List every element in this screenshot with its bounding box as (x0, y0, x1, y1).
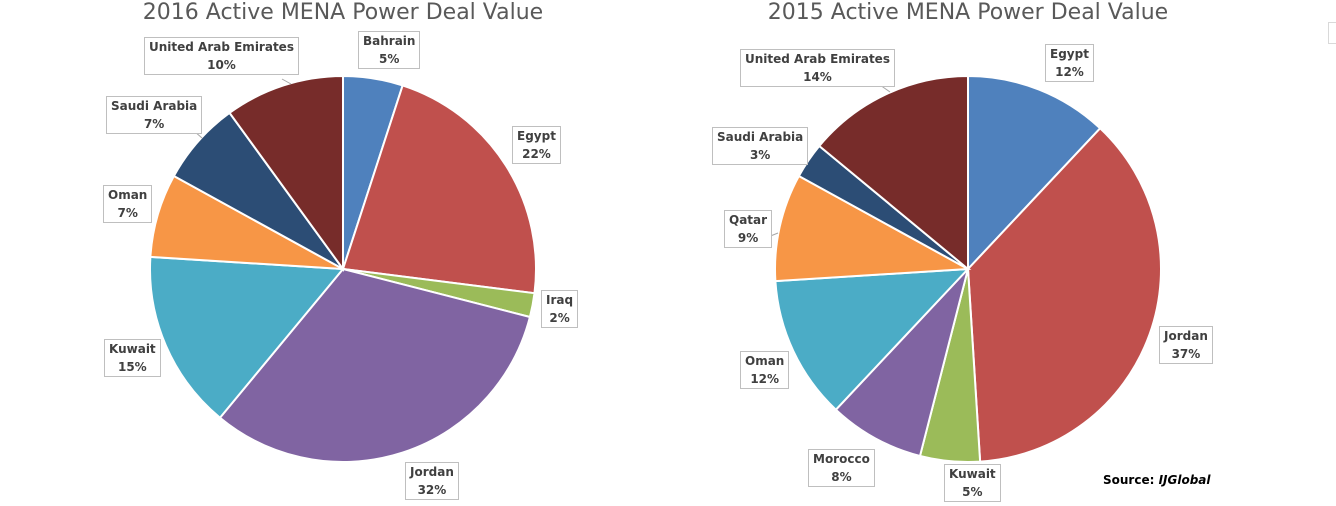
chart-title-2015: 2015 Active MENA Power Deal Value (767, 0, 1169, 25)
data-label-category: Oman (108, 188, 148, 202)
data-label-category: Egypt (517, 129, 556, 143)
data-label-percent: 2% (549, 311, 570, 325)
pie-slice-2015-morocco (834, 268, 969, 458)
data-label-percent: 32% (417, 483, 447, 497)
data-label-category: Kuwait (949, 467, 996, 481)
data-label-percent: 5% (379, 52, 400, 66)
leader-line-2016-united-arab-emirates (281, 78, 292, 85)
pie-slice-2016-united-arab-emirates (228, 74, 344, 273)
data-label-percent: 12% (750, 372, 780, 386)
data-label-2016-kuwait: Kuwait 15% (104, 339, 161, 377)
data-label-percent: 9% (737, 231, 759, 245)
data-label-percent: 7% (143, 117, 165, 131)
data-label-2015-morocco: Morocco 8% (808, 449, 875, 487)
data-label-percent: 7% (117, 206, 138, 220)
data-label-category: Saudi Arabia (717, 130, 804, 144)
data-label-category: Egypt (1050, 47, 1089, 61)
pie-slice-2015-oman (774, 267, 971, 412)
pie-slice-2015-qatar (774, 174, 972, 283)
data-label-percent: 5% (962, 485, 983, 499)
pie-slice-2016-egypt (341, 84, 537, 295)
data-label-2015-jordan: Jordan 37% (1159, 326, 1213, 364)
data-label-2016-saudi-arabia: Saudi Arabia 7% (106, 96, 203, 134)
data-label-2016-iraq: Iraq 2% (541, 290, 579, 328)
data-label-2015-egypt: Egypt 12% (1045, 44, 1094, 82)
data-label-2016-bahrain: Bahrain 5% (358, 31, 421, 69)
data-label-category: United Arab Emirates (745, 52, 890, 66)
source-note: Source: IJGlobal (1103, 473, 1211, 487)
pie-slice-2016-jordan (218, 267, 532, 463)
data-label-2015-oman: Oman 12% (740, 351, 790, 389)
data-label-2015-kuwait: Kuwait 5% (944, 464, 1001, 502)
data-label-percent: 10% (207, 58, 236, 72)
data-label-percent: 22% (522, 147, 551, 161)
pie-slice-2015-united-arab-emirates (817, 74, 969, 272)
data-label-2016-oman: Oman 7% (103, 185, 153, 223)
data-label-category: Kuwait (109, 342, 156, 356)
data-label-percent: 37% (1171, 347, 1201, 361)
data-label-2015-saudi-arabia: Saudi Arabia 3% (712, 127, 809, 165)
data-label-category: Jordan (410, 465, 454, 479)
data-label-category: Morocco (813, 452, 870, 466)
data-label-2015-united-arab-emirates: United Arab Emirates 14% (740, 49, 895, 87)
pie-slice-2015-jordan (966, 126, 1162, 463)
data-label-category: Saudi Arabia (111, 99, 198, 113)
data-label-category: Oman (745, 354, 785, 368)
data-label-category: Jordan (1164, 329, 1208, 343)
panel-edge-handle[interactable] (1328, 22, 1336, 44)
data-label-2016-united-arab-emirates: United Arab Emirates 10% (144, 37, 299, 75)
data-label-category: Iraq (546, 293, 574, 307)
data-label-2015-qatar: Qatar 9% (724, 210, 773, 248)
data-label-2016-jordan: Jordan 32% (405, 462, 459, 500)
data-label-percent: 15% (117, 360, 147, 374)
data-label-category: United Arab Emirates (149, 40, 294, 54)
data-label-percent: 14% (803, 70, 832, 84)
data-label-percent: 3% (749, 148, 771, 162)
data-label-percent: 12% (1055, 65, 1084, 79)
chart-title-2016: 2016 Active MENA Power Deal Value (142, 0, 544, 25)
data-label-category: Bahrain (363, 34, 416, 48)
data-label-percent: 8% (831, 470, 852, 484)
pie-slice-2016-kuwait (149, 255, 346, 420)
data-label-2016-egypt: Egypt 22% (512, 126, 561, 164)
pie-slice-2015-egypt (967, 74, 1102, 272)
data-label-category: Qatar (729, 213, 768, 227)
